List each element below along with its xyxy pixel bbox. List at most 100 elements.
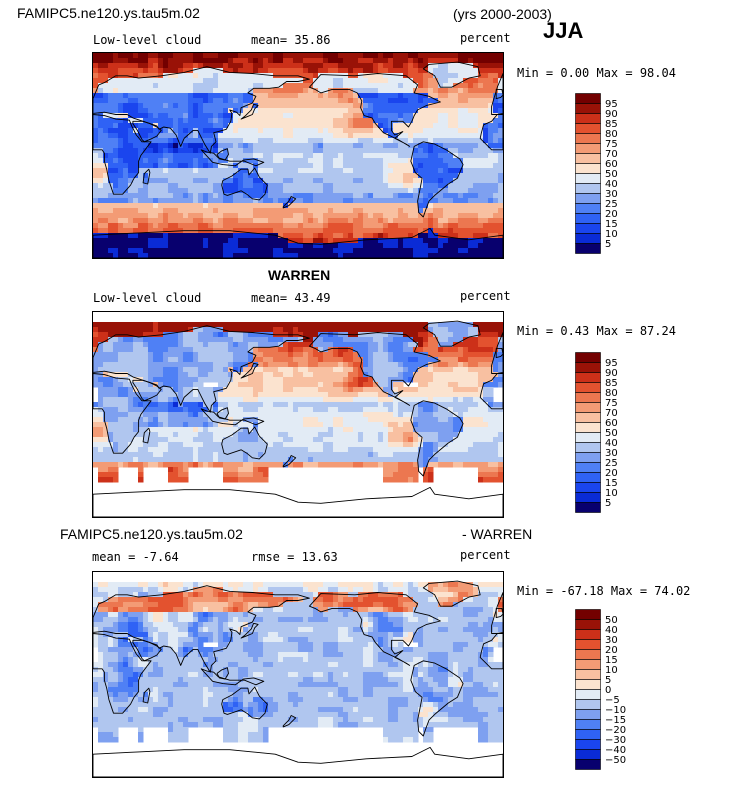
map-cell <box>298 213 304 219</box>
map-cell <box>128 218 134 224</box>
map-cell <box>188 387 194 393</box>
map-cell <box>338 327 344 333</box>
map-cell <box>418 133 424 139</box>
map-cell <box>388 407 394 413</box>
map-cell <box>108 128 114 134</box>
map-cell <box>308 198 314 204</box>
map-cell <box>383 193 389 199</box>
map-cell <box>358 402 364 408</box>
map-cell <box>143 367 149 373</box>
map-cell <box>338 103 344 109</box>
map-cell <box>133 93 139 99</box>
map-cell <box>398 402 404 408</box>
map-cell <box>218 78 224 84</box>
map-cell <box>353 327 359 333</box>
map-cell <box>338 337 344 343</box>
map-cell <box>398 93 404 99</box>
map-cell <box>178 417 184 423</box>
map-cell <box>318 138 324 144</box>
map-cell <box>313 352 319 358</box>
colorbar-tick-label: 10 <box>605 229 618 240</box>
map-cell <box>288 133 294 139</box>
map-cell <box>388 322 394 328</box>
map-cell <box>223 407 229 413</box>
map-cell <box>283 357 289 363</box>
map-cell <box>328 248 334 254</box>
map-cell <box>188 342 194 348</box>
map-cell <box>468 173 474 179</box>
map-cell <box>93 68 99 74</box>
map-cell <box>483 108 489 114</box>
map-cell <box>438 83 444 89</box>
map-cell <box>268 407 274 413</box>
map-cell <box>253 63 259 69</box>
map-cell <box>268 397 274 403</box>
map-cell <box>163 203 169 209</box>
map-cell <box>228 63 234 69</box>
map-cell <box>188 337 194 343</box>
map-cell <box>173 367 179 373</box>
map-cell <box>403 322 409 328</box>
map-cell <box>323 387 329 393</box>
map-cell <box>328 332 334 338</box>
map-cell <box>378 198 384 204</box>
map-cell <box>318 173 324 179</box>
map-cell <box>168 158 174 164</box>
map-cell <box>353 372 359 378</box>
map-cell <box>108 98 114 104</box>
map1-field <box>93 320 503 517</box>
map-cell <box>403 188 409 194</box>
map-cell <box>273 392 279 398</box>
map-cell <box>208 347 214 353</box>
map-cell <box>443 108 449 114</box>
map-cell <box>403 377 409 383</box>
map-cell <box>223 223 229 229</box>
map-cell <box>413 98 419 104</box>
map-cell <box>338 387 344 393</box>
map-cell <box>183 392 189 398</box>
map-cell <box>318 148 324 154</box>
map-cell <box>93 233 99 239</box>
map-cell <box>348 108 354 114</box>
map-cell <box>338 218 344 224</box>
map-cell <box>263 148 269 154</box>
map-cell <box>348 248 354 254</box>
map-cell <box>478 412 484 418</box>
map-cell <box>143 188 149 194</box>
map-cell <box>373 63 379 69</box>
map-cell <box>393 88 399 94</box>
map-cell <box>173 347 179 353</box>
map-cell <box>488 352 494 358</box>
map-cell <box>493 238 499 244</box>
map-cell <box>223 203 229 209</box>
map-cell <box>233 133 239 139</box>
map-cell <box>128 342 134 348</box>
map-cell <box>183 372 189 378</box>
map-cell <box>398 322 404 328</box>
map-cell <box>158 243 164 249</box>
map-cell <box>358 118 364 124</box>
map-cell <box>278 208 284 214</box>
map-cell <box>463 58 469 64</box>
map-cell <box>133 367 139 373</box>
map-cell <box>433 73 439 79</box>
map-cell <box>338 153 344 159</box>
map-cell <box>278 143 284 149</box>
map-cell <box>128 238 134 244</box>
map-cell <box>263 168 269 174</box>
map-cell <box>493 322 499 328</box>
map-cell <box>453 98 459 104</box>
map-cell <box>453 387 459 393</box>
map-cell <box>148 103 154 109</box>
map-cell <box>413 83 419 89</box>
map-cell <box>108 243 114 249</box>
map-cell <box>483 322 489 328</box>
map-cell <box>323 113 329 119</box>
map-cell <box>498 193 503 199</box>
map-cell <box>413 223 419 229</box>
map-cell <box>93 377 99 383</box>
map-cell <box>368 377 374 383</box>
map-cell <box>173 68 179 74</box>
map-cell <box>278 213 284 219</box>
map-cell <box>113 223 119 229</box>
